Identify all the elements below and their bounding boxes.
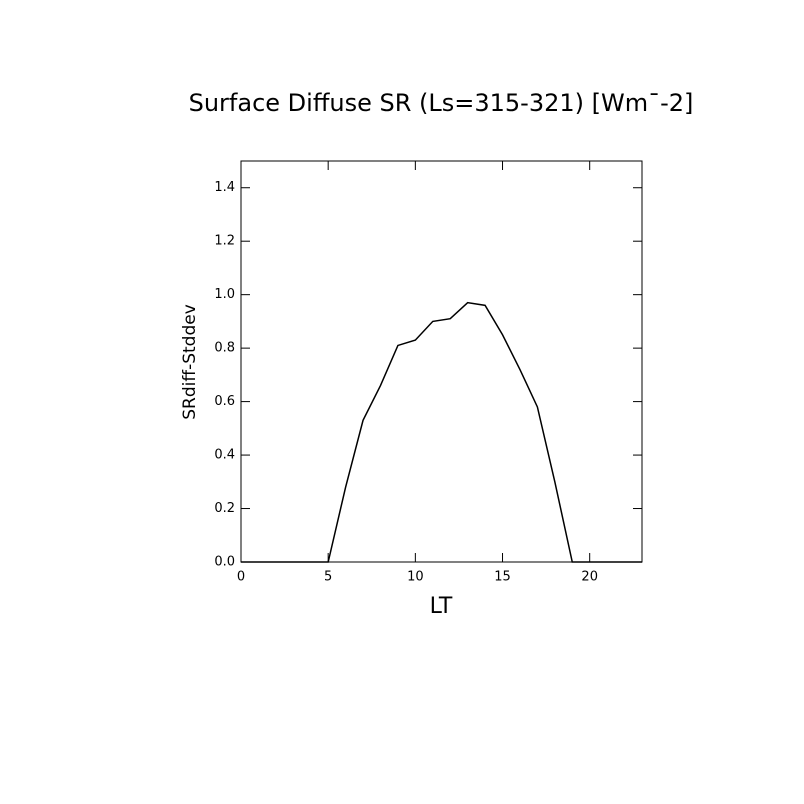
chart-title: Surface Diffuse SR (Ls=315-321) [Wm¯-2] <box>189 89 694 117</box>
x-axis-label: LT <box>430 594 453 619</box>
y-tick-label: 0.8 <box>214 341 235 356</box>
y-tick-label: 0.0 <box>214 555 235 570</box>
y-tick-label: 0.6 <box>214 394 235 409</box>
data-line <box>241 301 642 563</box>
x-tick-label: 10 <box>407 570 424 585</box>
x-tick-label: 20 <box>581 570 598 585</box>
plot-frame <box>240 160 643 563</box>
x-tick-label: 5 <box>324 570 332 585</box>
y-tick-label: 1.2 <box>214 234 235 249</box>
x-tick-label: 0 <box>237 570 245 585</box>
x-tick-label: 15 <box>494 570 511 585</box>
y-tick-label: 1.0 <box>214 287 235 302</box>
y-axis-label: SRdiff-Stddev <box>180 304 200 420</box>
y-tick-label: 0.2 <box>214 501 235 516</box>
y-tick-label: 0.4 <box>214 448 235 463</box>
y-tick-label: 1.4 <box>214 180 235 195</box>
